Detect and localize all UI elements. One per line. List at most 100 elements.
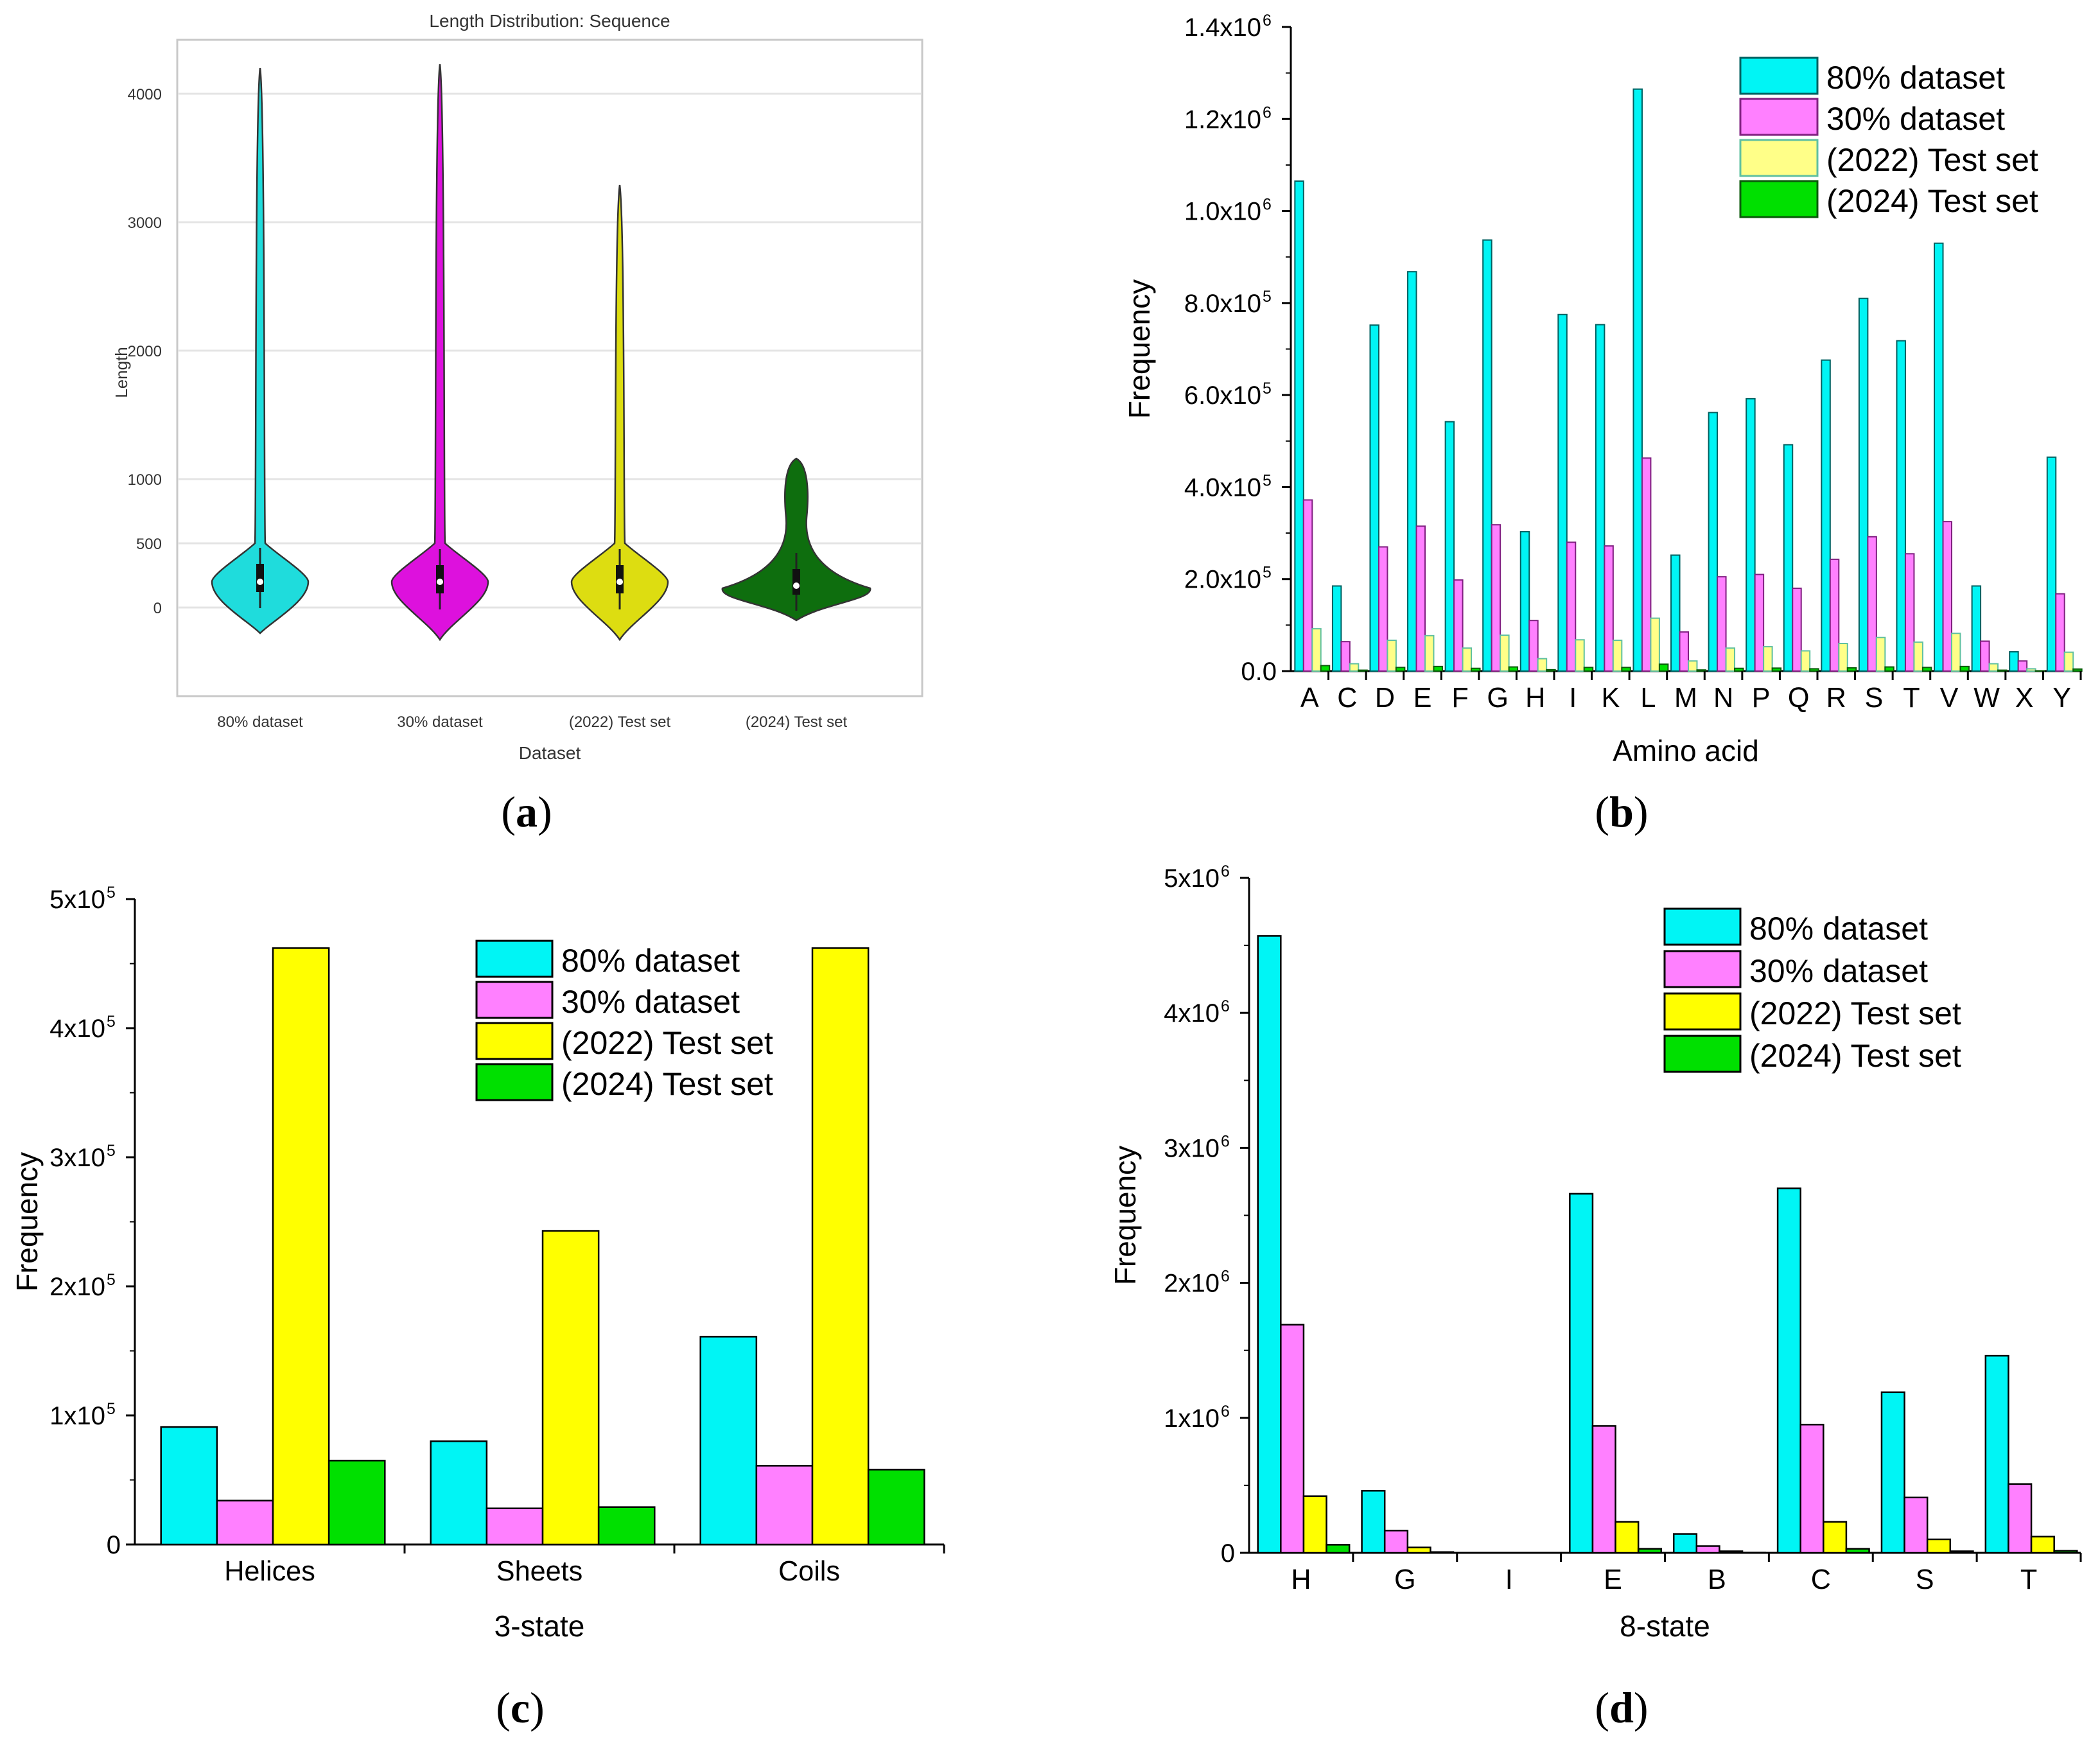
- bar: [1913, 641, 1923, 672]
- bar: [1650, 617, 1660, 672]
- x-tick-label: 30% dataset: [397, 713, 483, 731]
- bar: [1519, 530, 1530, 672]
- bar: [1875, 636, 1886, 672]
- bar: [1829, 558, 1840, 672]
- y-tick-label: 5x10: [1164, 864, 1220, 893]
- bar: [1444, 421, 1455, 672]
- bar: [1880, 1391, 1905, 1554]
- y-tick-exponent: 6: [1263, 197, 1272, 214]
- legend-label: 80% dataset: [1826, 60, 2005, 96]
- y-tick-exponent: 5: [1263, 564, 1272, 582]
- bar: [1500, 634, 1510, 672]
- bar: [1349, 663, 1360, 672]
- caption-c: (c): [496, 1683, 545, 1732]
- y-tick-exponent: 6: [1221, 1133, 1230, 1150]
- bar: [2017, 660, 2028, 672]
- bar: [1679, 631, 1689, 672]
- bar: [1959, 665, 1970, 672]
- y-tick-label: 2000: [128, 343, 162, 360]
- bar: [1763, 646, 1773, 672]
- caption-a: (a): [501, 787, 552, 836]
- bar: [1980, 640, 1990, 672]
- bar: [1792, 588, 1802, 672]
- bar: [1696, 669, 1706, 672]
- x-tick-label: G: [1487, 683, 1509, 713]
- y-tick-exponent: 5: [1263, 288, 1272, 306]
- bar: [1294, 180, 1304, 672]
- bar: [1845, 1548, 1870, 1554]
- bar: [811, 947, 870, 1546]
- x-tick-label: B: [1708, 1564, 1726, 1595]
- y-tick-label: 0: [1221, 1539, 1235, 1568]
- y-axis-label: Frequency: [1123, 279, 1156, 419]
- x-tick-label: L: [1640, 683, 1656, 713]
- bar: [1462, 647, 1473, 672]
- bar: [2063, 651, 2074, 672]
- y-tick-exponent: 5: [107, 1401, 116, 1418]
- bar: [541, 1230, 600, 1546]
- x-tick-label: S: [1864, 683, 1883, 713]
- legend-swatch: [1739, 57, 1819, 95]
- bar: [2053, 1550, 2078, 1554]
- bar: [1725, 647, 1736, 672]
- bar: [1257, 935, 1282, 1554]
- bar: [1326, 1544, 1351, 1554]
- bar: [1383, 1530, 1409, 1554]
- bar: [2055, 593, 2065, 672]
- bar: [1821, 359, 1831, 672]
- bar: [2072, 668, 2083, 672]
- x-tick-label: S: [1916, 1564, 1934, 1595]
- y-tick-label: 2.0x10: [1184, 566, 1261, 594]
- bar: [1369, 324, 1379, 672]
- x-tick-label: F: [1451, 683, 1468, 713]
- legend-label: (2024) Test set: [1826, 183, 2038, 219]
- legend-swatch: [1663, 1035, 1742, 1073]
- bar: [1302, 1495, 1327, 1554]
- bar: [216, 1500, 274, 1546]
- y-tick-exponent: 6: [1221, 998, 1230, 1015]
- x-tick-label: E: [1413, 683, 1432, 713]
- bar: [1614, 1521, 1640, 1554]
- y-tick-label: 2x10: [1164, 1270, 1220, 1298]
- legend-swatch: [475, 940, 554, 978]
- legend-swatch: [1739, 139, 1819, 177]
- bar: [1949, 1550, 1974, 1554]
- bar: [1361, 1490, 1386, 1554]
- bar: [1340, 641, 1351, 672]
- bar: [2008, 1483, 2033, 1554]
- bar: [1302, 499, 1313, 672]
- bar: [1378, 546, 1388, 672]
- y-tick-label: 4.0x10: [1184, 473, 1261, 502]
- bar: [2026, 668, 2036, 672]
- x-tick-label: Coils: [778, 1556, 840, 1587]
- violin-median-dot: [257, 579, 263, 585]
- y-axis-label: Frequency: [1108, 1146, 1142, 1285]
- bar: [1415, 525, 1426, 672]
- x-tick-label: E: [1604, 1564, 1622, 1595]
- bar: [1632, 88, 1643, 672]
- bar: [1754, 573, 1765, 672]
- x-tick-label: M: [1674, 683, 1697, 713]
- bar: [1771, 667, 1782, 672]
- bar: [1823, 1521, 1848, 1554]
- bar: [1387, 639, 1397, 672]
- x-tick-label: (2022) Test set: [569, 713, 671, 731]
- bar: [1569, 1193, 1594, 1554]
- bar: [1546, 669, 1556, 672]
- bar: [486, 1507, 544, 1546]
- x-tick-label: 80% dataset: [217, 713, 303, 731]
- legend-swatch: [475, 981, 554, 1019]
- legend-label: 30% dataset: [1826, 101, 2005, 137]
- bar: [755, 1465, 814, 1546]
- bar: [1280, 1324, 1305, 1554]
- violin-body: [211, 67, 310, 634]
- y-tick-exponent: 5: [1263, 380, 1272, 398]
- y-tick-label: 3x10: [49, 1144, 105, 1172]
- bar: [1708, 412, 1719, 672]
- legend-swatch: [1663, 950, 1742, 988]
- y-tick-label: 2x10: [49, 1273, 105, 1301]
- violin-median-dot: [793, 582, 800, 589]
- bar: [1604, 545, 1614, 672]
